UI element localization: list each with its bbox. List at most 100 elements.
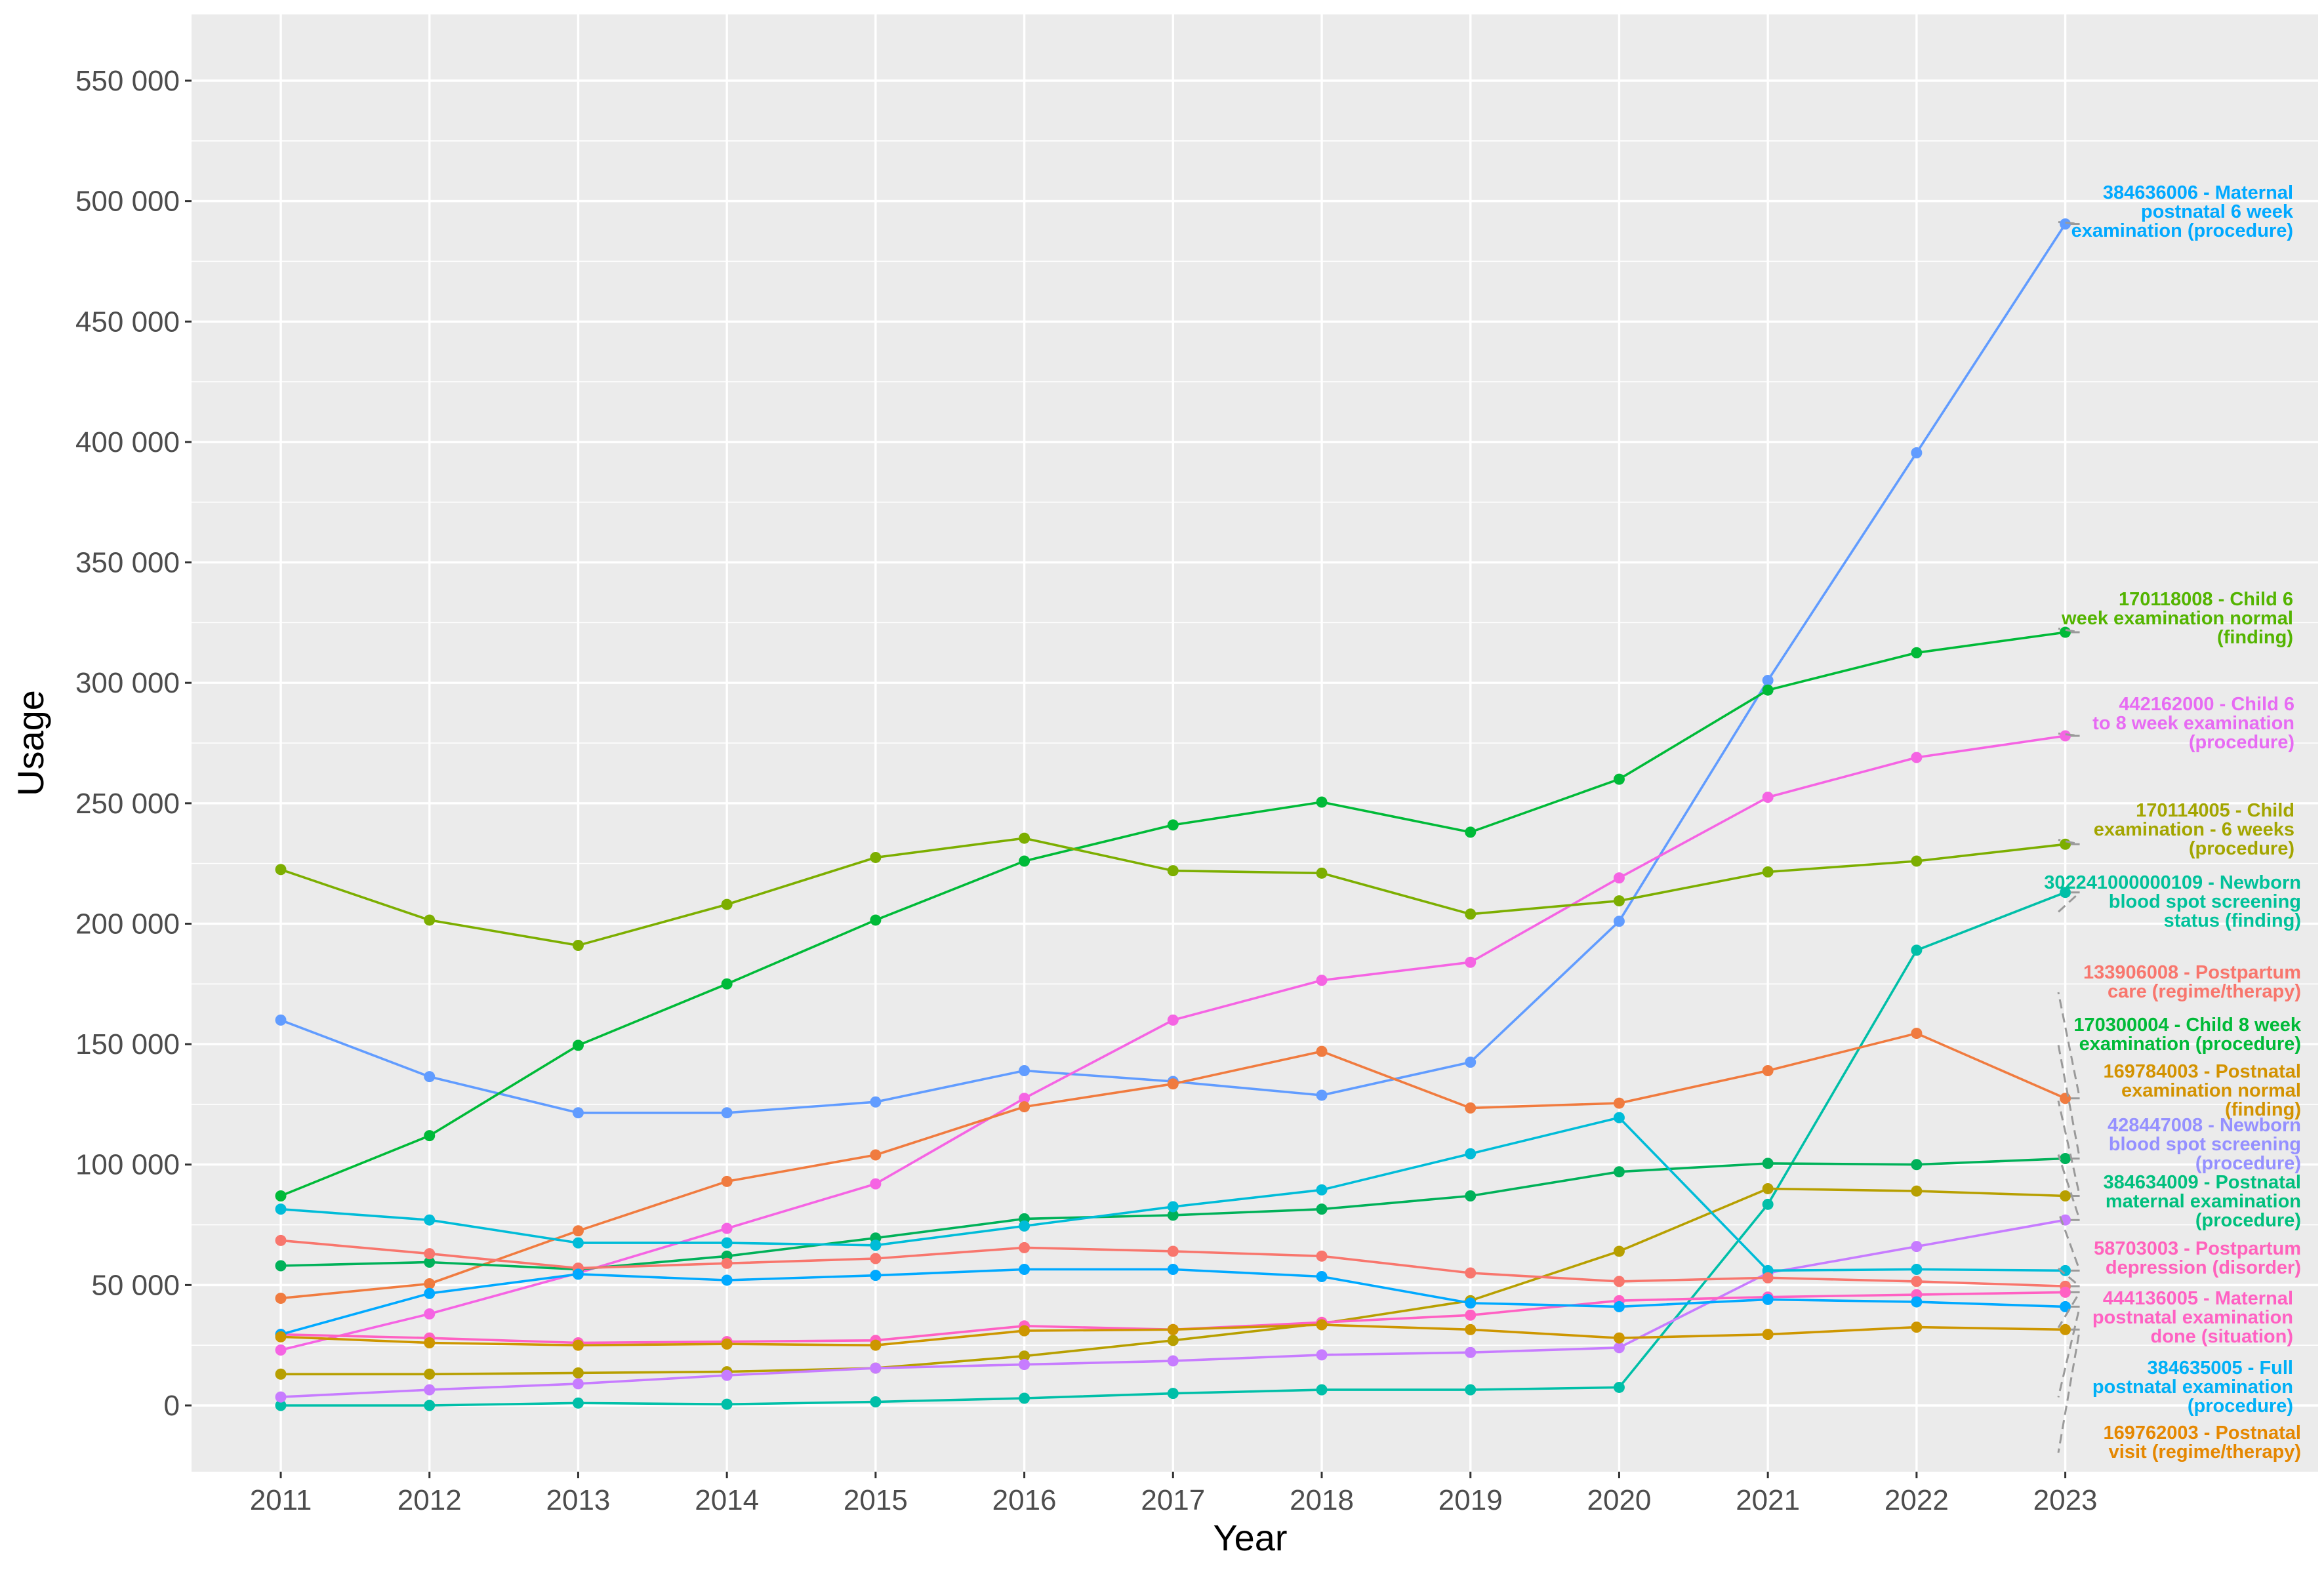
- data-point: [424, 1248, 436, 1260]
- data-point: [1465, 1384, 1477, 1396]
- series-4: [275, 832, 2071, 952]
- data-point: [1019, 1220, 1030, 1232]
- data-point: [1316, 1271, 1328, 1283]
- data-point: [1316, 796, 1328, 808]
- series-label-line: postnatal 6 week: [2141, 201, 2294, 222]
- series-8: [275, 1182, 2071, 1380]
- label-connector: [2057, 1305, 2081, 1398]
- series-label-line: 170300004 - Child 8 week: [2073, 1015, 2301, 1036]
- series-label-line: examination (procedure): [2071, 220, 2293, 241]
- data-point: [1911, 1185, 1923, 1197]
- data-point: [1465, 1309, 1477, 1321]
- series-label-line: blood spot screening: [2109, 1134, 2301, 1155]
- x-tick-label: 2022: [1885, 1484, 1949, 1516]
- data-point: [1167, 1388, 1179, 1400]
- data-point: [1762, 1198, 1774, 1210]
- data-point: [1316, 1250, 1328, 1262]
- data-point: [1465, 1346, 1477, 1358]
- data-point: [2060, 838, 2071, 850]
- x-tick-label: 2015: [844, 1484, 908, 1516]
- data-point: [1465, 826, 1477, 838]
- data-point: [2060, 1301, 2071, 1312]
- series-2: [275, 626, 2071, 1201]
- data-point: [1465, 1297, 1477, 1309]
- data-point: [1019, 1093, 1030, 1104]
- data-point: [1167, 1335, 1179, 1346]
- y-tick-label: 450 000: [75, 306, 180, 338]
- data-point: [572, 1339, 584, 1351]
- data-point: [1167, 1263, 1179, 1275]
- data-point: [1911, 1263, 1923, 1275]
- data-point: [1613, 1301, 1625, 1312]
- data-point: [1911, 944, 1923, 956]
- data-point: [424, 1287, 436, 1299]
- series-label-line: (finding): [2225, 1099, 2301, 1120]
- series-label-line: (procedure): [2189, 732, 2294, 753]
- data-point: [275, 1344, 287, 1356]
- data-point: [1613, 872, 1625, 884]
- series-label-line: (finding): [2217, 627, 2293, 648]
- data-point: [870, 1396, 882, 1407]
- data-point: [424, 1130, 436, 1142]
- series-label-line: 384634009 - Postnatal: [2104, 1172, 2301, 1193]
- y-tick-label: 300 000: [75, 667, 180, 699]
- series-label-line: blood spot screening: [2109, 891, 2301, 912]
- data-point: [1911, 1241, 1923, 1253]
- series-label-line: 169784003 - Postnatal: [2104, 1061, 2301, 1082]
- y-tick-label: 500 000: [75, 186, 180, 218]
- series-6: [275, 1028, 2071, 1304]
- series-label-line: examination - 6 weeks: [2094, 819, 2294, 840]
- label-connector: [2057, 1211, 2081, 1272]
- data-point: [1316, 975, 1328, 986]
- series-label-line: to 8 week examination: [2092, 713, 2294, 734]
- data-point: [721, 1274, 733, 1286]
- series-label-line: 133906008 - Postpartum: [2083, 962, 2301, 983]
- label-connector: [2057, 1328, 2081, 1453]
- data-point: [1465, 1102, 1477, 1114]
- data-point: [721, 1107, 733, 1119]
- y-tick-label: 400 000: [75, 426, 180, 458]
- x-tick-label: 2018: [1290, 1484, 1354, 1516]
- data-point: [1911, 855, 1923, 867]
- series-label-line: (procedure): [2195, 1210, 2301, 1231]
- series-label-line: 428447008 - Newborn: [2108, 1115, 2301, 1136]
- data-point: [870, 1096, 882, 1108]
- data-point: [721, 1237, 733, 1249]
- data-point: [1167, 1014, 1179, 1026]
- y-tick-label: 50 000: [91, 1269, 180, 1301]
- x-tick-label: 2016: [992, 1484, 1057, 1516]
- data-point: [1911, 1028, 1923, 1039]
- series-label-line: 170114005 - Child: [2136, 800, 2294, 821]
- y-tick-label: 150 000: [75, 1028, 180, 1060]
- data-point: [1762, 1182, 1774, 1194]
- data-point: [2060, 1323, 2071, 1335]
- series-label-line: (procedure): [2189, 838, 2294, 859]
- series-label-line: depression (disorder): [2106, 1257, 2301, 1278]
- data-point: [721, 1369, 733, 1381]
- series-label-line: postnatal examination: [2092, 1377, 2293, 1398]
- data-point: [275, 1190, 287, 1201]
- data-point: [275, 1293, 287, 1304]
- data-point: [1316, 1349, 1328, 1361]
- data-point: [572, 1225, 584, 1237]
- data-point: [275, 1234, 287, 1246]
- data-point: [1911, 1276, 1923, 1287]
- data-point: [1019, 1392, 1030, 1404]
- data-point: [424, 1071, 436, 1083]
- data-point: [870, 1339, 882, 1351]
- data-point: [1167, 1209, 1179, 1221]
- data-point: [1019, 1064, 1030, 1076]
- data-point: [1019, 1263, 1030, 1275]
- data-point: [424, 1278, 436, 1290]
- y-axis-title: Usage: [10, 690, 51, 796]
- data-point: [1911, 647, 1923, 658]
- data-point: [1316, 1045, 1328, 1057]
- data-point: [1465, 1057, 1477, 1068]
- data-point: [721, 898, 733, 910]
- data-point: [275, 1203, 287, 1215]
- series-label-line: 170118008 - Child 6: [2119, 589, 2293, 610]
- data-point: [2060, 218, 2071, 230]
- data-point: [1316, 1203, 1328, 1215]
- data-point: [572, 1397, 584, 1409]
